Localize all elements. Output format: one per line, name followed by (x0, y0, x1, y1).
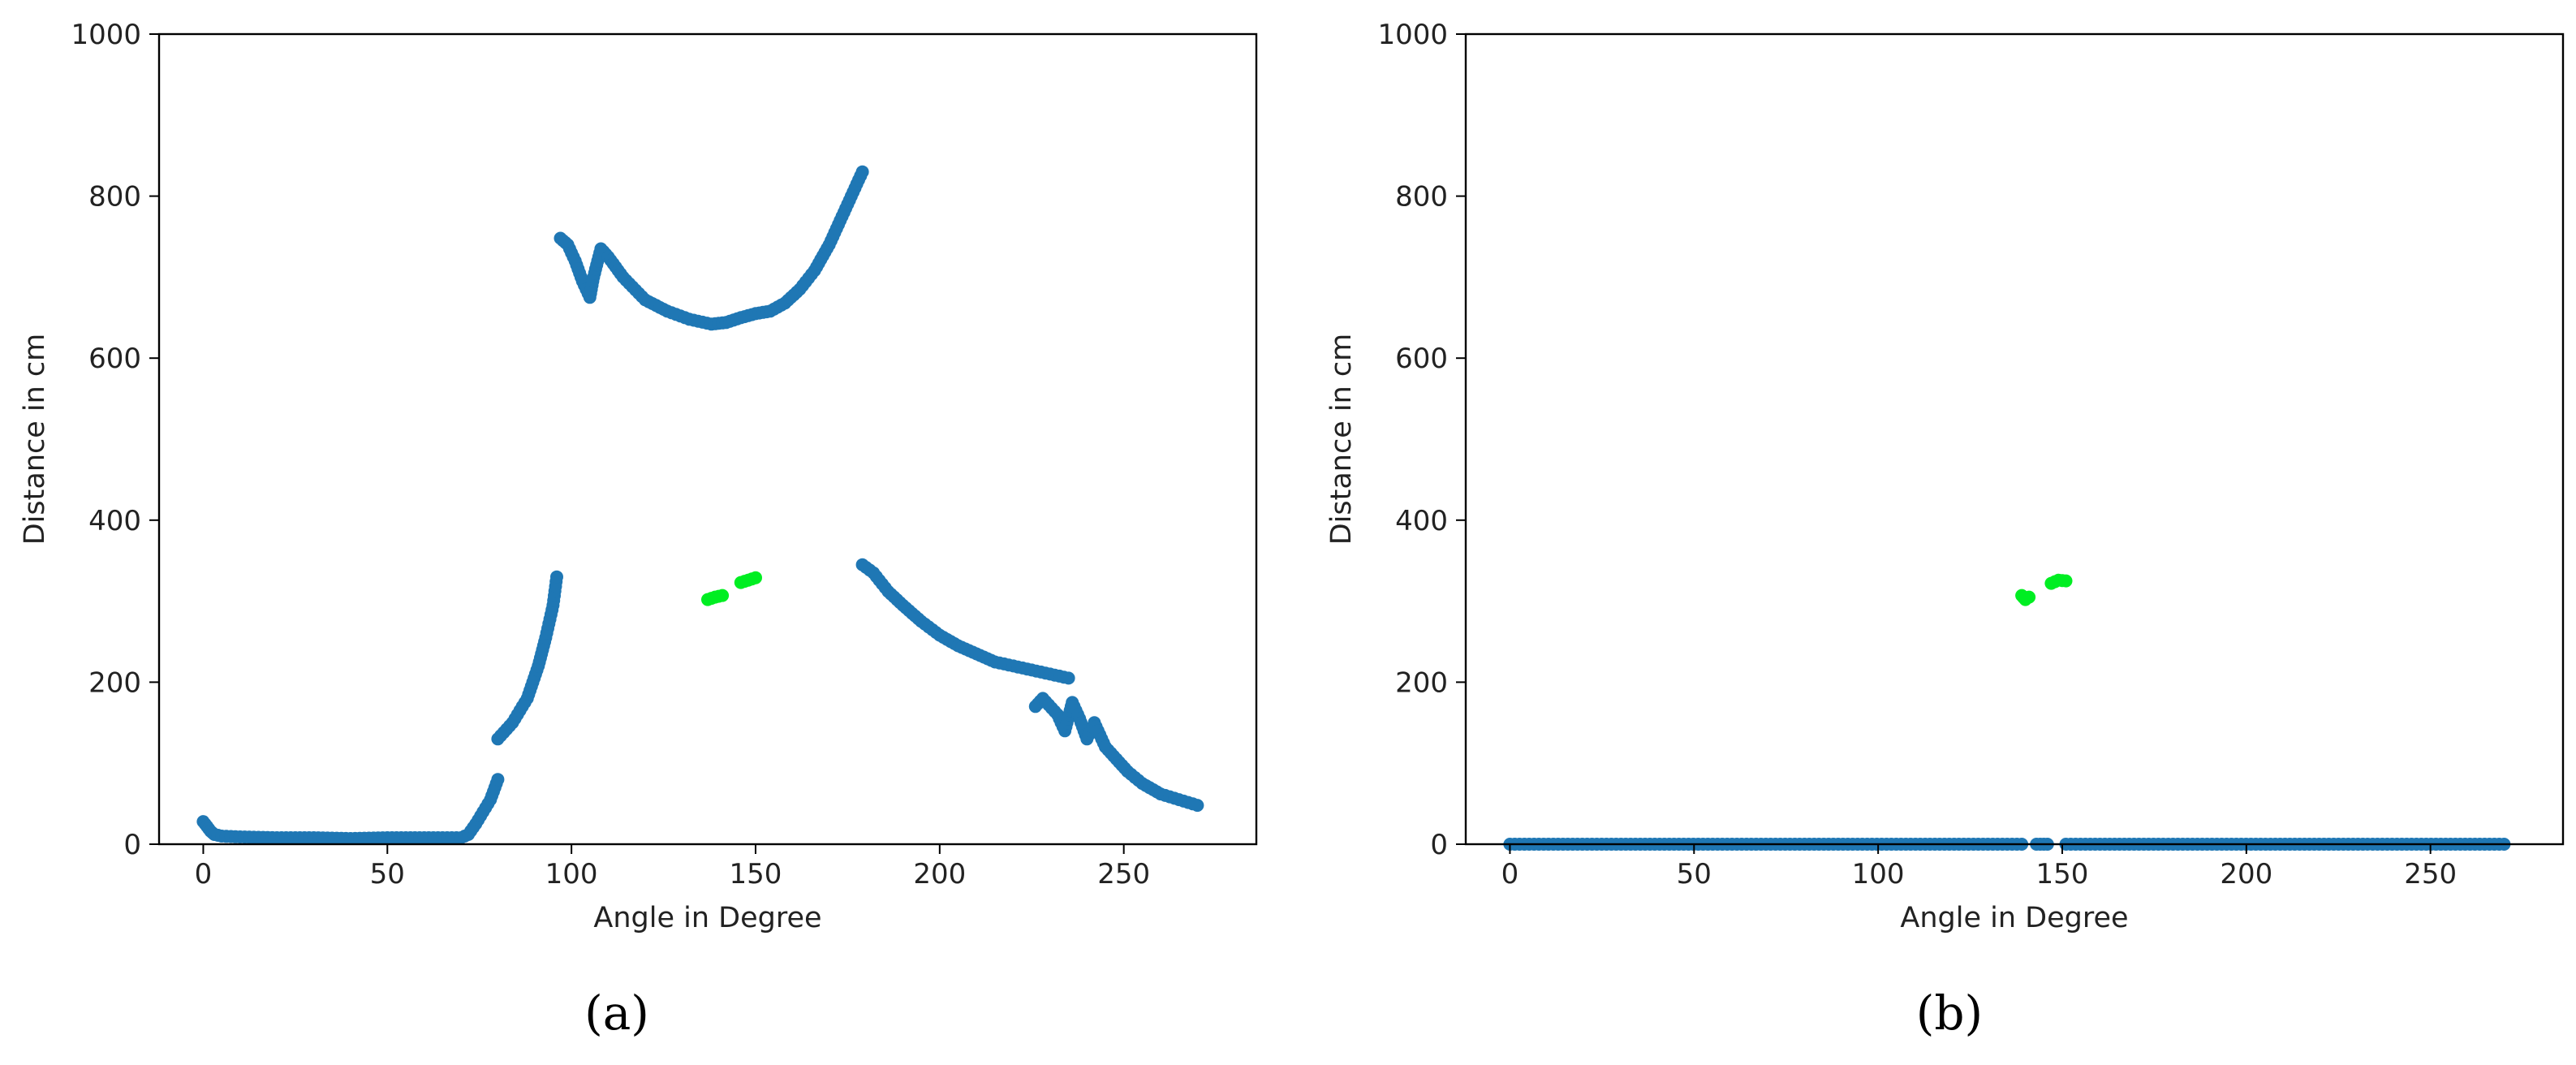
x-tick-label: 150 (2036, 858, 2089, 890)
plot-area (1503, 573, 2511, 851)
x-tick-label: 0 (195, 858, 213, 890)
x-tick-label: 100 (545, 858, 598, 890)
x-axis-label: Angle in Degree (593, 902, 821, 934)
x-tick-label: 0 (1501, 858, 1519, 890)
y-axis-label: Distance in cm (1325, 334, 1358, 545)
scan-point (491, 773, 505, 787)
x-tick-label: 250 (1097, 858, 1150, 890)
scan-point (855, 165, 869, 179)
detected-object-point (749, 571, 762, 584)
y-axis-label: Distance in cm (19, 334, 51, 545)
y-tick-label: 800 (1395, 181, 1448, 213)
axes-frame (1464, 32, 2565, 846)
x-tick-label: 100 (1852, 858, 1905, 890)
y-tick-label: 800 (88, 181, 141, 213)
x-tick-label: 150 (730, 858, 782, 890)
scan-point (1062, 671, 1075, 685)
chart-panel-1: 0 50 100 150 200 250 0 200 400 600 800 1000 Angle in… (19, 19, 1258, 1041)
chart-panel-2: 0 50 100 150 200 250 0 200 400 600 800 1000 Angle in… (1325, 19, 2565, 1041)
x-axis-label: Angle in Degree (1900, 902, 2128, 934)
x-tick-label: 250 (2404, 858, 2457, 890)
y-tick-label: 1000 (1377, 19, 1448, 51)
y-tick-label: 600 (88, 343, 141, 375)
x-tick-label: 50 (1677, 858, 1712, 890)
scan-point (1191, 799, 1204, 813)
x-tick-label: 200 (2220, 858, 2272, 890)
panel-label: (b) (1916, 985, 1983, 1041)
x-tick-label: 50 (370, 858, 405, 890)
x-tick-label: 200 (913, 858, 966, 890)
y-tick-label: 0 (123, 829, 141, 861)
detected-object-point (2022, 590, 2036, 604)
y-tick-label: 200 (88, 666, 141, 699)
axes-frame (157, 32, 1258, 846)
scan-point (550, 570, 563, 584)
y-tick-label: 200 (1395, 666, 1448, 699)
y-tick-label: 400 (88, 505, 141, 537)
detected-object-point (716, 589, 730, 602)
y-tick-label: 1000 (71, 19, 141, 51)
detected-object-point (2059, 574, 2073, 588)
y-tick-label: 600 (1395, 343, 1448, 375)
panel-label: (a) (584, 985, 649, 1041)
y-tick-label: 400 (1395, 505, 1448, 537)
y-tick-label: 0 (1430, 829, 1448, 861)
plot-area (196, 165, 1204, 845)
